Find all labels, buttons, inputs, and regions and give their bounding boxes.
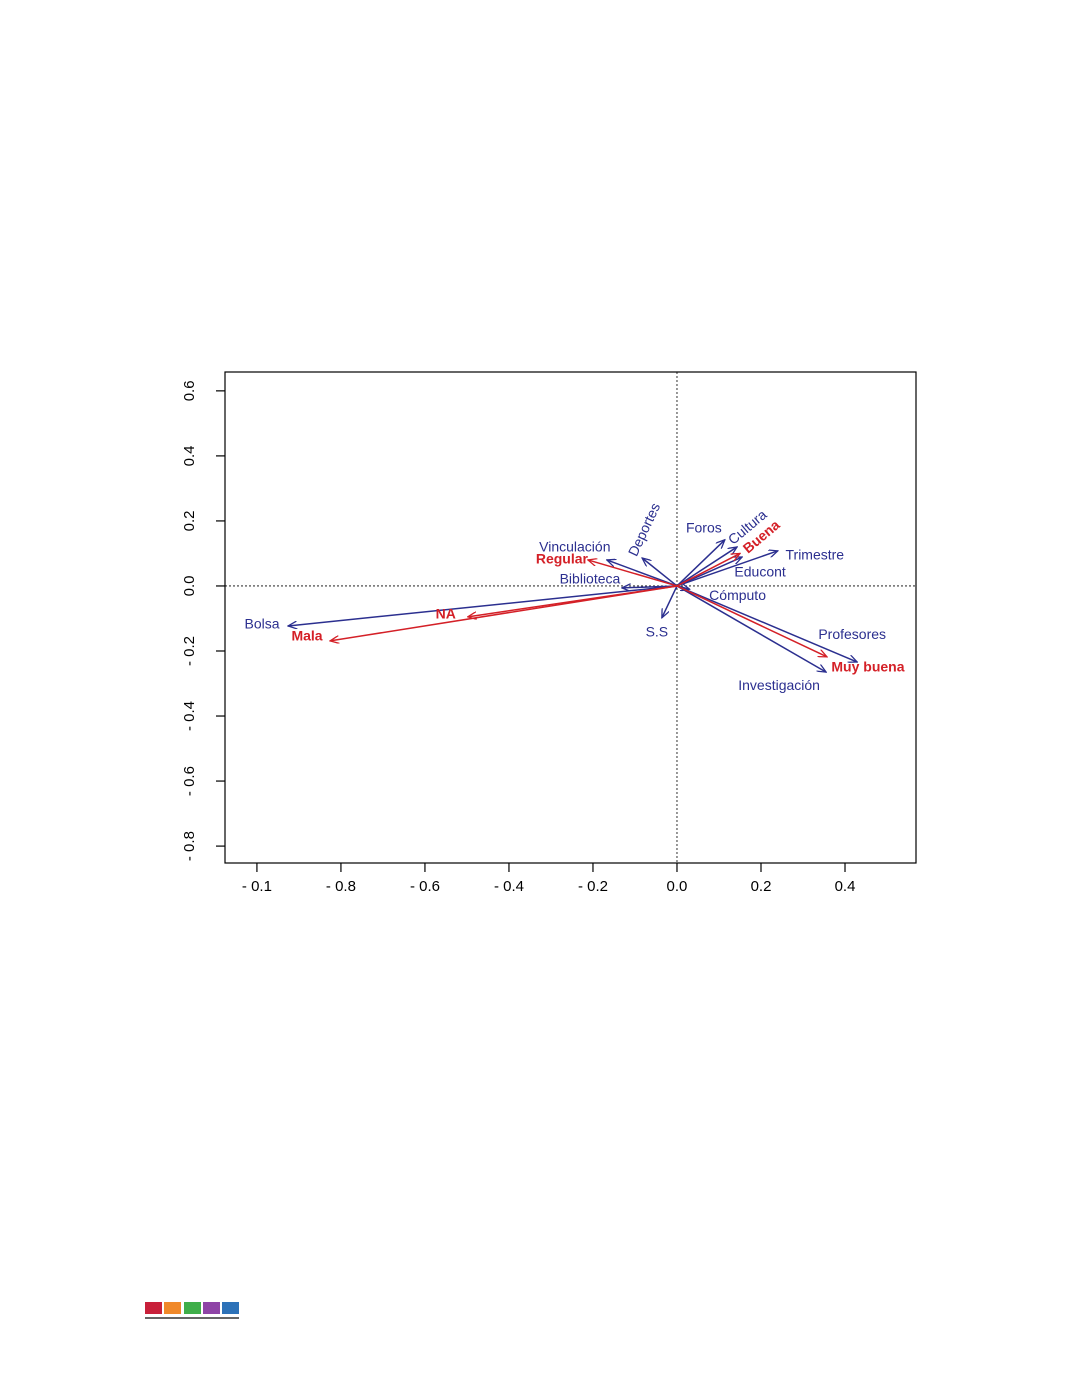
vector-arrow: [622, 586, 678, 588]
y-tick-label: - 0.8: [181, 831, 198, 861]
vector-arrow: [662, 585, 678, 618]
vector-label: Foros: [686, 519, 722, 535]
x-tick-label: - 0.2: [578, 878, 608, 895]
vector-arrow: [676, 551, 778, 587]
vector-label: Cómputo: [709, 587, 766, 603]
y-tick-label: - 0.4: [181, 701, 198, 731]
vector-arrow: [588, 560, 678, 587]
x-tick-label: 0.2: [751, 878, 772, 895]
vector-label: Muy buena: [831, 659, 904, 675]
vector-label: Profesores: [818, 626, 886, 642]
vector-label: Regular: [536, 551, 589, 567]
vector-label: S.S: [646, 624, 669, 640]
vector-label: Educont: [734, 564, 785, 580]
vector-label: Bolsa: [244, 616, 279, 632]
vector-label: Vinculación: [539, 539, 610, 555]
vector-arrow: [676, 585, 857, 662]
vector-arrow: [676, 540, 725, 587]
plot-frame: [224, 371, 917, 864]
x-tick-label: - 0.4: [494, 878, 524, 895]
x-tick-label: - 0.1: [242, 878, 272, 895]
x-tick-label: - 0.6: [410, 878, 440, 895]
vector-arrow: [468, 585, 678, 617]
y-tick-label: - 0.6: [181, 766, 198, 796]
vector-label: NA: [436, 606, 456, 622]
vector-label: Investigación: [738, 677, 820, 693]
y-tick-label: 0.0: [181, 576, 198, 597]
x-tick-label: 0.4: [835, 878, 856, 895]
vector-label: Mala: [291, 628, 322, 644]
y-tick-label: 0.2: [181, 510, 198, 531]
vector-arrow: [676, 553, 740, 587]
y-tick-label: 0.6: [181, 380, 198, 401]
x-tick-label: 0.0: [667, 878, 688, 895]
vector-label: Trimestre: [786, 547, 845, 563]
vector-arrow: [676, 585, 826, 672]
footer-squares: [145, 1302, 239, 1319]
x-tick-label: - 0.8: [326, 878, 356, 895]
vector-arrow: [607, 560, 678, 587]
y-tick-label: 0.4: [181, 445, 198, 466]
y-tick-label: - 0.2: [181, 636, 198, 666]
vector-arrow: [676, 547, 737, 587]
vector-arrow: [288, 585, 678, 626]
vector-label: Deportes: [625, 500, 664, 558]
vector-arrow: [642, 558, 678, 587]
vector-arrow: [676, 585, 827, 657]
vector-label: Biblioteca: [560, 571, 621, 587]
